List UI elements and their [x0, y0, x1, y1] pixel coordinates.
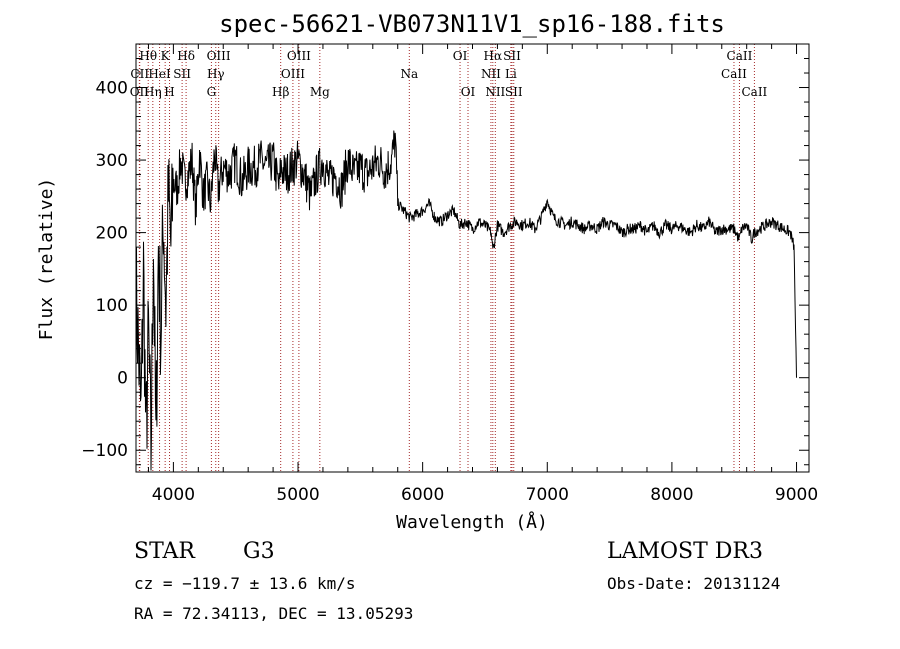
line-label: Mg	[310, 85, 330, 99]
x-tick-label: 5000	[276, 485, 319, 505]
line-label: OII	[130, 85, 150, 99]
axis-ticks: 4000 5000 6000 7000 8000 9000 −100 0 100 200 300 40…	[81, 44, 818, 505]
line-label: Hη	[144, 85, 162, 99]
line-label: SII	[505, 85, 523, 99]
x-tick-label: 6000	[401, 485, 444, 505]
line-label: OIII	[287, 49, 311, 63]
line-label: K	[161, 49, 171, 63]
line-label: HeI	[148, 67, 171, 81]
line-label: OIII	[207, 49, 231, 63]
y-tick-label: 200	[96, 224, 128, 244]
y-tick-label: 0	[117, 369, 128, 389]
line-label: Hα	[484, 49, 503, 63]
x-tick-label: 8000	[650, 485, 693, 505]
y-axis-label: Flux (relative)	[36, 178, 57, 341]
survey-name: LAMOST DR3	[607, 539, 763, 564]
plot-frame	[135, 43, 810, 473]
line-label: CaII	[727, 49, 753, 63]
line-label: NII	[485, 85, 505, 99]
line-label: Hγ	[207, 67, 225, 81]
y-tick-label: −100	[81, 441, 128, 461]
line-label: OIII	[281, 67, 305, 81]
y-tick-label: 400	[96, 79, 128, 99]
x-tick-label: 9000	[775, 485, 818, 505]
line-label: NII	[481, 67, 501, 81]
line-label: G	[207, 85, 217, 99]
line-label: SII	[173, 67, 191, 81]
observation-date: Obs-Date: 20131124	[607, 574, 781, 593]
x-tick-label: 4000	[152, 485, 195, 505]
x-axis-label: Wavelength (Å)	[396, 511, 548, 533]
redshift-velocity: cz = −119.7 ± 13.6 km/s	[134, 574, 356, 593]
chart-title: spec-56621-VB073N11V1_sp16-188.fits	[219, 10, 725, 38]
line-label: SII	[503, 49, 521, 63]
line-label: Hθ	[139, 49, 157, 63]
y-tick-label: 300	[96, 151, 128, 171]
line-label: CII	[130, 67, 149, 81]
line-label: CaII	[721, 67, 747, 81]
line-markers	[138, 44, 755, 472]
object-subclass: G3	[243, 539, 275, 564]
line-label: Hβ	[272, 85, 289, 99]
line-label: CaII	[741, 85, 767, 99]
coordinates: RA = 72.34113, DEC = 13.05293	[134, 604, 414, 623]
line-label: Na	[400, 67, 418, 81]
line-label: Hδ	[177, 49, 195, 63]
object-class: STAR	[134, 539, 195, 564]
spectrum-line	[135, 130, 797, 471]
line-label: OI	[453, 49, 468, 63]
x-tick-label: 7000	[526, 485, 569, 505]
line-label: OI	[461, 85, 476, 99]
line-label: H	[164, 85, 174, 99]
y-tick-label: 100	[96, 296, 128, 316]
line-label: Li	[505, 67, 517, 81]
